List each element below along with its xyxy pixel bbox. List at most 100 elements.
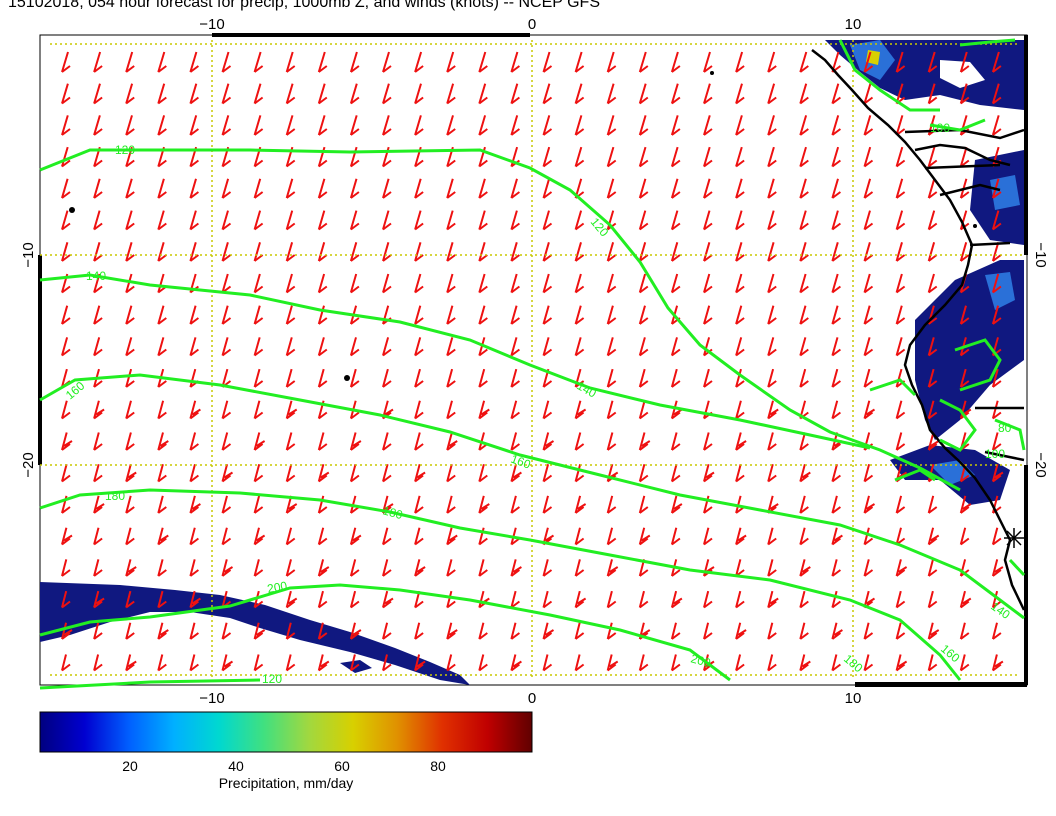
right-tick-label: −10 <box>1032 242 1049 267</box>
wind-barb <box>349 654 360 672</box>
wind-barb <box>253 51 264 73</box>
wind-barb <box>991 654 1004 672</box>
wind-barb <box>157 463 167 483</box>
wind-barb <box>927 242 938 262</box>
colorbar-tick: 80 <box>430 758 446 774</box>
wind-barb <box>349 178 360 199</box>
wind-barb <box>446 305 456 325</box>
wind-barb <box>895 337 906 357</box>
wind-barb <box>638 305 649 325</box>
wind-barb <box>927 527 940 546</box>
wind-barb <box>349 242 360 262</box>
wind-barb <box>510 242 520 262</box>
wind-barb <box>831 83 841 105</box>
wind-barb <box>317 432 328 451</box>
lat-lon-grid <box>40 40 1024 680</box>
wind-barb <box>510 51 520 73</box>
wind-barb <box>767 273 777 294</box>
wind-barb <box>991 368 1002 388</box>
wind-barb <box>285 463 296 483</box>
wind-barb <box>991 463 1004 483</box>
wind-barb <box>831 242 841 262</box>
wind-barb <box>831 590 841 609</box>
wind-barb <box>542 654 553 672</box>
wind-barb <box>863 242 874 262</box>
wind-barb <box>767 432 777 451</box>
wind-barb <box>61 590 71 609</box>
wind-barb <box>703 527 713 546</box>
wind-barb <box>510 559 522 577</box>
contour-label: 100 <box>985 447 1005 461</box>
wind-barb <box>317 337 328 357</box>
wind-barb <box>959 83 970 105</box>
wind-barb <box>253 654 264 672</box>
wind-barb <box>510 495 520 514</box>
wind-barb <box>93 51 103 73</box>
colorbar <box>39 711 533 753</box>
wind-barb <box>446 337 456 357</box>
wind-barb <box>285 368 296 388</box>
wind-barb <box>959 622 970 640</box>
wind-barb <box>446 83 456 105</box>
wind-barb <box>703 622 713 640</box>
precip-areas <box>40 40 1024 685</box>
wind-barb <box>831 305 841 325</box>
wind-barb <box>959 590 972 609</box>
wind-barb <box>478 654 488 672</box>
wind-barb <box>895 273 906 294</box>
wind-barb <box>542 242 553 262</box>
wind-barb <box>414 337 424 357</box>
wind-barb <box>189 51 199 73</box>
wind-barb <box>414 178 424 199</box>
wind-barb <box>61 210 71 231</box>
wind-barb <box>61 115 71 136</box>
wind-barb <box>542 400 553 420</box>
wind-barb <box>125 654 137 672</box>
wind-barb <box>414 463 426 483</box>
wind-barb <box>542 622 555 640</box>
colorbar-tick: 60 <box>334 758 350 774</box>
wind-barb <box>382 527 392 546</box>
wind-barb <box>382 337 392 357</box>
wind-barb <box>317 210 328 231</box>
wind-barb <box>927 178 938 199</box>
wind-barb <box>510 273 520 294</box>
wind-barb <box>189 83 199 105</box>
wind-barb <box>735 305 745 325</box>
wind-barb <box>478 305 488 325</box>
wind-barb <box>863 463 874 483</box>
wind-barb <box>157 178 167 199</box>
wind-barb <box>157 51 167 73</box>
wind-barb <box>638 432 651 451</box>
wind-barb <box>606 495 617 514</box>
wind-barb <box>927 590 938 609</box>
wind-barb <box>125 590 135 609</box>
wind-barb <box>189 463 199 483</box>
wind-barb <box>189 432 199 451</box>
wind-barb <box>670 527 681 546</box>
wind-barb <box>606 400 617 420</box>
wind-barb <box>638 654 649 672</box>
wind-barb <box>221 654 234 672</box>
wind-barb <box>125 527 135 546</box>
wind-barb <box>991 51 1002 73</box>
wind-barb <box>799 495 809 514</box>
wind-barb <box>927 273 938 294</box>
wind-barb <box>831 622 843 640</box>
wind-barb <box>253 400 264 420</box>
left-tick-label: −20 <box>20 452 37 477</box>
wind-barb <box>189 242 199 262</box>
wind-barb <box>863 146 874 168</box>
wind-barb <box>991 210 1002 231</box>
wind-barb <box>478 242 488 262</box>
wind-barb <box>285 622 296 640</box>
wind-barb <box>285 305 296 325</box>
wind-barb <box>93 463 103 483</box>
wind-barb <box>349 210 360 231</box>
wind-barb <box>125 622 135 640</box>
wind-barb <box>446 622 458 640</box>
wind-barb <box>606 368 617 388</box>
wind-barb <box>831 210 841 231</box>
wind-barb <box>863 273 874 294</box>
wind-barb <box>927 622 940 640</box>
